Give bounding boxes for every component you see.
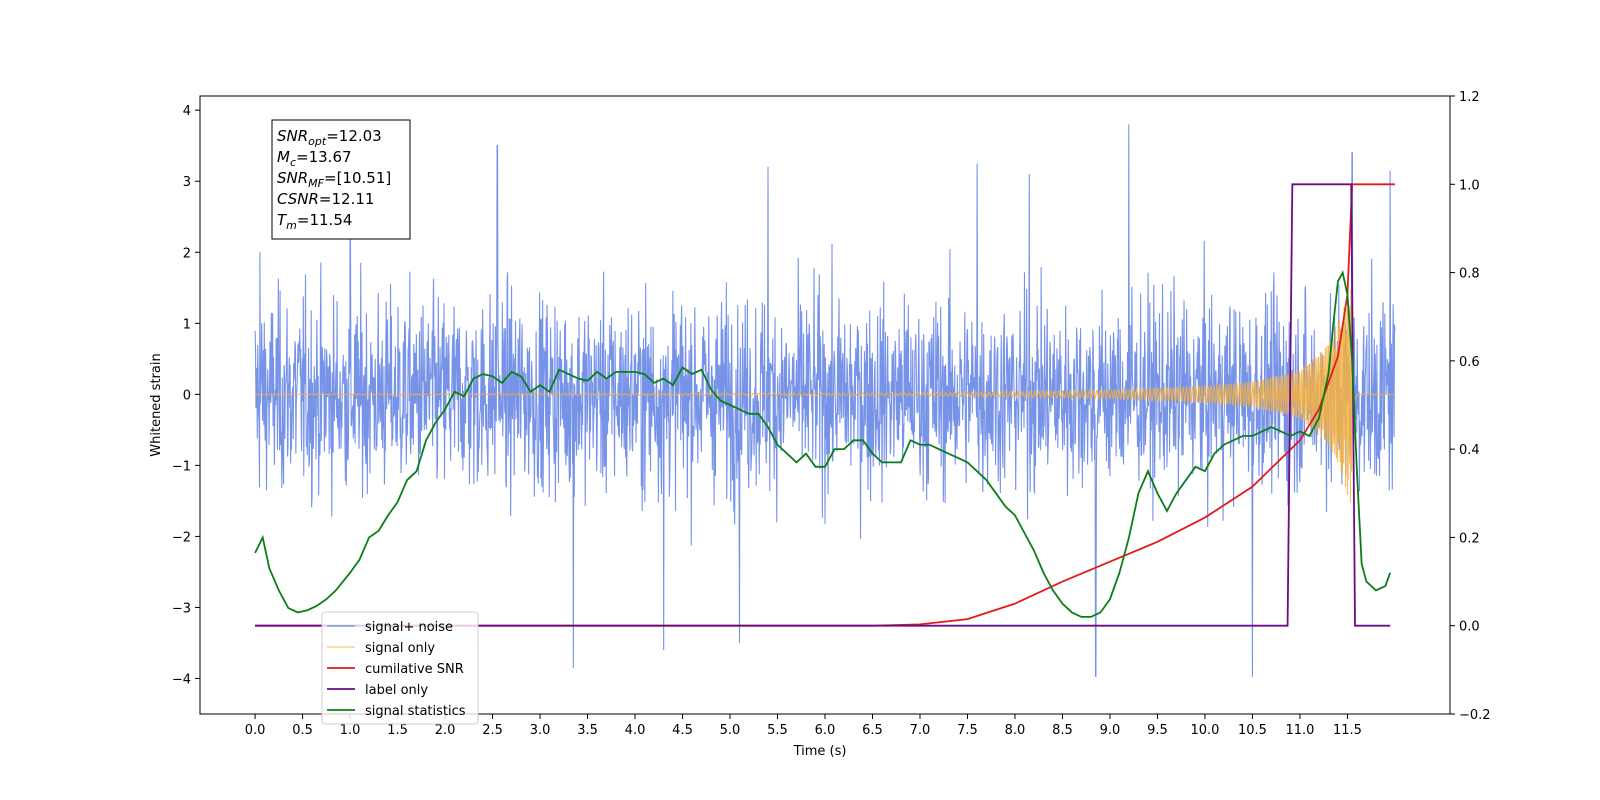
- y-left-tick-label: 3: [183, 175, 191, 190]
- series-layer: [254, 124, 1396, 678]
- x-tick-label: 3.0: [530, 723, 551, 738]
- x-tick-label: 7.5: [957, 723, 978, 738]
- x-tick-label: 8.0: [1005, 723, 1026, 738]
- x-tick-label: 11.0: [1285, 723, 1314, 738]
- x-tick-label: 1.5: [387, 723, 408, 738]
- x-tick-label: 5.5: [767, 723, 788, 738]
- x-tick-label: 0.5: [292, 723, 313, 738]
- x-axis-label: Time (s): [793, 744, 847, 759]
- info-line: Tm=11.54: [277, 211, 352, 232]
- y-left-tick-label: −1: [172, 459, 191, 474]
- y-left-axis: −4 −3 −2 −1 0 1 2 3 4: [172, 104, 200, 687]
- y-right-tick-label: 0.0: [1459, 620, 1480, 635]
- y-right-tick-label: 1.0: [1459, 178, 1480, 193]
- info-line: SNRopt=12.03: [277, 127, 382, 148]
- series-label-only: [255, 183, 1391, 627]
- y-left-tick-label: −2: [172, 530, 191, 545]
- legend-label: label only: [365, 683, 428, 698]
- x-tick-label: 4.5: [672, 723, 693, 738]
- x-tick-label: 10.0: [1190, 723, 1219, 738]
- x-tick-label: 2.0: [435, 723, 456, 738]
- x-tick-label: 6.5: [862, 723, 883, 738]
- y-left-tick-label: 2: [183, 246, 191, 261]
- legend: signal+ noise signal only cumilative SNR la…: [321, 611, 479, 725]
- info-line: Mc=13.67: [277, 148, 352, 169]
- y-right-tick-label: 0.4: [1459, 443, 1480, 458]
- y-left-tick-label: −4: [172, 672, 191, 687]
- legend-label: signal+ noise: [365, 620, 453, 635]
- info-box-frame: [271, 119, 411, 240]
- y-right-tick-label: 0.6: [1459, 355, 1480, 370]
- y-left-tick-label: −3: [172, 601, 191, 616]
- x-tick-label: 3.5: [577, 723, 598, 738]
- legend-label: signal statistics: [365, 704, 466, 719]
- x-tick-label: 6.0: [815, 723, 836, 738]
- x-tick-label: 1.0: [340, 723, 361, 738]
- y-right-tick-label: 0.8: [1459, 267, 1480, 282]
- y-axis-label: Whitened strain: [149, 353, 164, 456]
- y-right-tick-label: 1.2: [1459, 90, 1480, 105]
- x-axis: 0.0 0.5 1.0 1.5 2.0 2.5 3.0 3.5 4.0 4.5 5.0 5.5 6.0 6…: [245, 714, 1362, 738]
- y-right-tick-label: −0.2: [1459, 708, 1491, 723]
- x-tick-label: 5.0: [720, 723, 741, 738]
- x-tick-label: 9.0: [1100, 723, 1121, 738]
- series-cumulative-snr: [255, 183, 1395, 627]
- info-line: CSNR=12.11: [277, 190, 374, 208]
- info-line: SNRMF=[10.51]: [277, 169, 391, 190]
- x-tick-label: 9.5: [1147, 723, 1168, 738]
- y-right-axis: −0.2 0.0 0.2 0.4 0.6 0.8 1.0 1.2: [1450, 90, 1491, 723]
- y-left-tick-label: 4: [183, 104, 191, 119]
- x-tick-label: 10.5: [1238, 723, 1267, 738]
- x-tick-label: 7.0: [910, 723, 931, 738]
- legend-label: signal only: [365, 641, 435, 656]
- x-tick-label: 0.0: [245, 723, 266, 738]
- legend-frame: [321, 611, 479, 725]
- x-tick-label: 11.5: [1333, 723, 1362, 738]
- legend-label: cumilative SNR: [365, 662, 464, 677]
- x-tick-label: 8.5: [1052, 723, 1073, 738]
- y-left-tick-label: 0: [183, 388, 191, 403]
- y-left-tick-label: 1: [183, 317, 191, 332]
- info-box: SNRopt=12.03Mc=13.67SNRMF=[10.51]CSNR=12…: [271, 119, 411, 240]
- x-tick-label: 4.0: [625, 723, 646, 738]
- y-right-tick-label: 0.2: [1459, 531, 1480, 546]
- series-signal-only: [255, 289, 1395, 503]
- series-signal-statistics: [254, 269, 1392, 618]
- x-tick-label: 2.5: [482, 723, 503, 738]
